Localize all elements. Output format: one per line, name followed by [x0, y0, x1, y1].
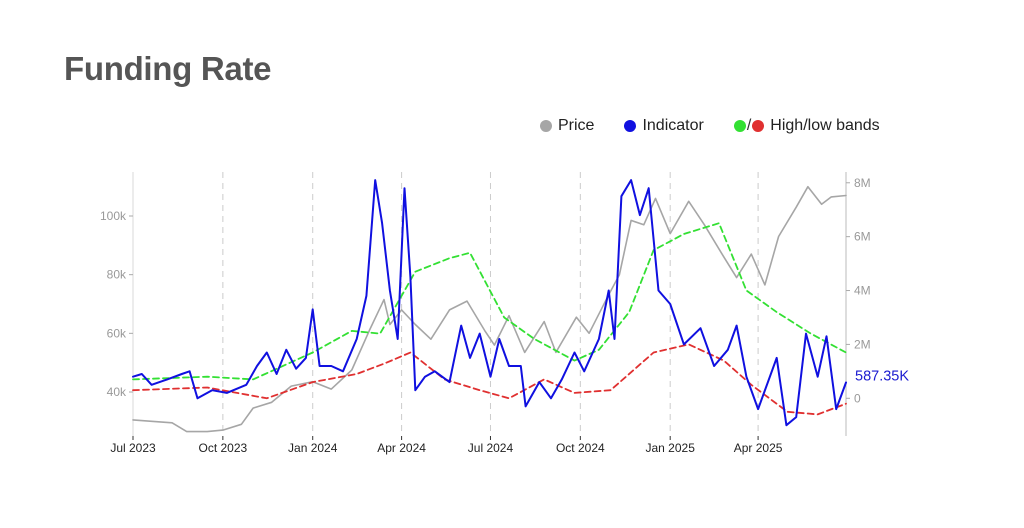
y-right-tick-label: 6M — [854, 230, 871, 244]
y-left-tick-label: 80k — [107, 268, 127, 282]
series-line-high-band — [132, 222, 847, 381]
x-tick-label: Jul 2024 — [468, 441, 514, 455]
legend-separator: / — [746, 117, 752, 134]
last-value-label: 587.35K — [855, 368, 909, 384]
y-left-tick-label: 60k — [107, 326, 127, 340]
x-tick-label: Oct 2024 — [556, 441, 605, 455]
high-band-legend-dot-icon — [733, 120, 746, 132]
legend-label-bands: High/low bands — [770, 117, 880, 134]
price-legend-dot-icon — [540, 120, 552, 132]
chart-legend: Price Indicator / High/low bands — [540, 117, 880, 135]
y-right-tick-label: 0 — [854, 391, 861, 405]
legend-item-price[interactable]: Price — [540, 117, 594, 135]
legend-label-price: Price — [558, 117, 595, 134]
y-right-tick-label: 4M — [854, 284, 871, 298]
vertical-gridlines — [132, 172, 759, 436]
legend-item-indicator[interactable]: Indicator — [624, 117, 704, 135]
x-tick-label: Jan 2025 — [645, 441, 695, 455]
x-tick-label: Jul 2023 — [110, 441, 156, 455]
low-band-legend-dot-icon — [752, 120, 765, 132]
series-line-indicator — [132, 179, 847, 427]
x-tick-label: Apr 2024 — [377, 441, 426, 455]
series-line-low-band — [132, 343, 847, 416]
y-right-tick-label: 8M — [854, 176, 871, 190]
y-left-tick-label: 100k — [100, 209, 127, 223]
x-tick-label: Jan 2024 — [288, 441, 338, 455]
y-left-tick-label: 40k — [107, 385, 127, 399]
chart-axes — [129, 172, 850, 440]
x-tick-label: Oct 2023 — [199, 441, 248, 455]
legend-label-indicator: Indicator — [642, 117, 704, 134]
chart-tick-labels: Jul 2023 Oct 2023 Jan 2024 Apr 2024 Jul 2024… — [100, 176, 909, 455]
series-line-price — [132, 185, 847, 433]
x-tick-label: Apr 2025 — [734, 441, 783, 455]
legend-item-bands[interactable]: / High/low bands — [733, 117, 880, 135]
page-title: Funding Rate — [64, 50, 272, 87]
y-right-tick-label: 2M — [854, 337, 871, 351]
indicator-legend-dot-icon — [624, 120, 637, 132]
chart-series — [132, 179, 847, 433]
